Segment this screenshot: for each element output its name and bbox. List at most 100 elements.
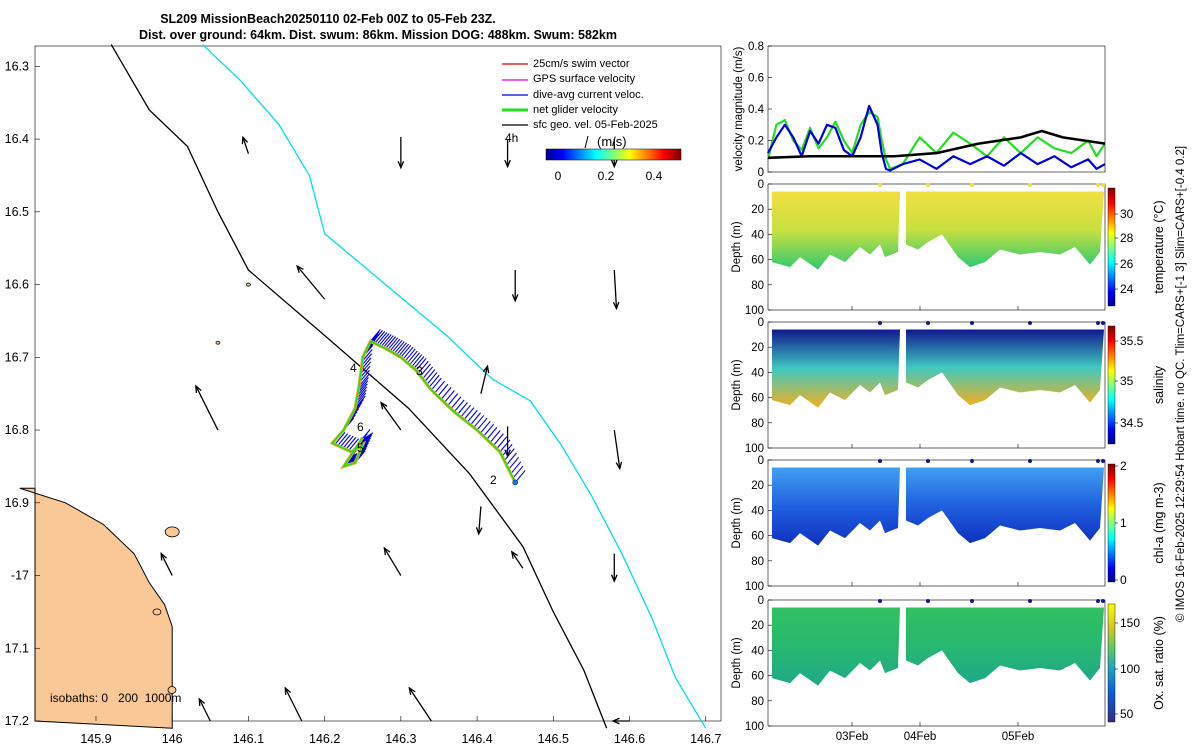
sfc-vector-head [241, 135, 249, 145]
section-data-area-1 [772, 191, 900, 270]
velocity-ytick-label: 0.8 [748, 41, 764, 53]
depth-tick-label: 20 [751, 204, 764, 216]
sfc-vector-head [511, 294, 519, 303]
colorbar-tick-label: 1 [1120, 516, 1127, 530]
depth-tick-label: 20 [751, 342, 764, 354]
sfc-vector-8 [613, 429, 623, 471]
depth-tick-label: 60 [751, 671, 764, 683]
speed-colorbar-tick-1: 0.2 [598, 169, 615, 183]
colorbar-tick-label: 30 [1120, 207, 1134, 221]
colorbar-label-chla: chl-a (mg m-3) [1152, 482, 1166, 563]
surfacing-marker-4 [1096, 599, 1100, 603]
depth-axis-label: Depth (m) [731, 359, 743, 410]
speed-colorbar [545, 148, 682, 161]
island-legend [167, 686, 177, 694]
sfc-vector-shaft [380, 402, 402, 431]
sfc-vector-6 [511, 270, 519, 303]
lat-tick-label: 16.7 [5, 350, 29, 364]
surfacing-marker-0 [878, 599, 882, 603]
dive-avg-vector [479, 420, 491, 434]
dive-avg-vector [453, 399, 465, 413]
sfc-vector-15 [160, 552, 173, 576]
dive-avg-vector [466, 409, 478, 423]
surfacing-marker-3 [1028, 599, 1032, 603]
depth-tick-label: 100 [745, 305, 764, 317]
velocity-ytick-label: 0.4 [748, 104, 765, 116]
sfc-vector-head [380, 401, 388, 410]
section-colorbar [1107, 187, 1116, 307]
map-ticks: 145.9 146 146.1 146.2 146.3 146.4 146.5 146.6 14… [5, 59, 722, 746]
colorbar-tick-label: 26 [1120, 257, 1134, 271]
sfc-vector-head [160, 552, 167, 561]
surfacing-marker-5 [1101, 459, 1105, 463]
figure-title-line2: Dist. over ground: 64km. Dist. swum: 86k… [139, 28, 617, 42]
dive-avg-vector [422, 366, 434, 380]
isobath-200m-line [110, 44, 608, 729]
lon-tick-label: 146.4 [461, 732, 492, 746]
section-colorbar [1107, 325, 1116, 445]
colorbar-tick-label: 0 [1120, 573, 1127, 587]
island-2 [215, 340, 221, 345]
surfacing-marker-0 [878, 321, 882, 325]
lat-tick-label: 16.5 [5, 205, 29, 219]
sfc-vector-shaft [198, 698, 211, 722]
sfc-vector-1 [475, 506, 483, 536]
colorbar-tick-label: 35 [1120, 374, 1134, 388]
net-glider-velocity-line [330, 340, 516, 483]
sfc-vector-shaft [613, 429, 621, 469]
sfc-vector-20 [611, 717, 630, 725]
dive-avg-vector [501, 443, 513, 457]
dive-avg-vector [508, 456, 520, 470]
sfc-vector-shaft [383, 547, 402, 576]
sfc-vector-4 [504, 139, 511, 169]
lat-tick-label: -17 [11, 569, 29, 583]
sfc-vector-shaft [613, 269, 618, 309]
depth-axis-label: Depth (m) [731, 497, 743, 548]
dive-avg-vector [345, 437, 357, 450]
section-panel-temperature: 0 20 40 60 80 100 Depth (m) 30 28 26 24 temperature… [731, 179, 1166, 317]
sfc-vector-7 [612, 269, 620, 311]
dive-avg-vector [348, 438, 360, 451]
dive-avg-vector [396, 342, 407, 356]
surfacing-marker-2 [970, 599, 974, 603]
dive-avg-vector [413, 356, 425, 369]
sfc-vector-shaft [284, 687, 303, 722]
sfc-vector-shaft [296, 265, 326, 300]
dive-avg-vector [385, 336, 397, 349]
velocity-series-layer [766, 104, 1106, 172]
dive-avg-vector [342, 435, 354, 449]
dive-avg-vector [409, 352, 421, 366]
sfc-vector-3 [397, 136, 405, 170]
dive-avg-vector [391, 339, 403, 353]
colorbar-tick-label: 150 [1120, 616, 1140, 630]
sfc-vector-11 [383, 546, 402, 576]
velocity-series-diveavg [767, 104, 1106, 172]
sfc-vector-head [284, 686, 292, 696]
sfc-vector-0 [480, 364, 490, 394]
dive-avg-vector [463, 407, 475, 421]
dive-avg-vector [457, 402, 468, 415]
isobath-note: isobaths: 0 200 1000m [50, 691, 181, 705]
dive-avg-vector [334, 432, 346, 445]
glider-track [329, 328, 526, 486]
legend-swim-label: 25cm/s swim vector [533, 58, 630, 70]
depth-tick-label: 80 [751, 556, 764, 568]
sfc-vector-head [611, 717, 620, 725]
sfc-vector-shaft [408, 687, 432, 722]
dive-avg-vector [378, 333, 390, 346]
sfc-vector-head [612, 301, 620, 311]
isobath-1000m-line [202, 44, 707, 729]
section-panel-chla: 0 20 40 60 80 100 Depth (m) 2 1 0 chl-a (mg m-3) [731, 455, 1166, 593]
sfc-vector-head [475, 527, 483, 536]
sfc-vector-head [296, 264, 304, 274]
dive-avg-vector [417, 360, 429, 374]
dive-avg-vector [486, 427, 498, 440]
sfc-vector-head [383, 546, 391, 556]
speed-colorbar-tick-0: 0 [555, 169, 562, 183]
colorbar-tick-label: 34.5 [1120, 416, 1144, 430]
sfc-vector-head [482, 364, 490, 374]
depth-tick-label: 60 [751, 531, 764, 543]
track-label-4: 4 [350, 361, 357, 375]
dive-avg-vector [510, 461, 522, 475]
sfc-vector-10 [380, 401, 402, 431]
